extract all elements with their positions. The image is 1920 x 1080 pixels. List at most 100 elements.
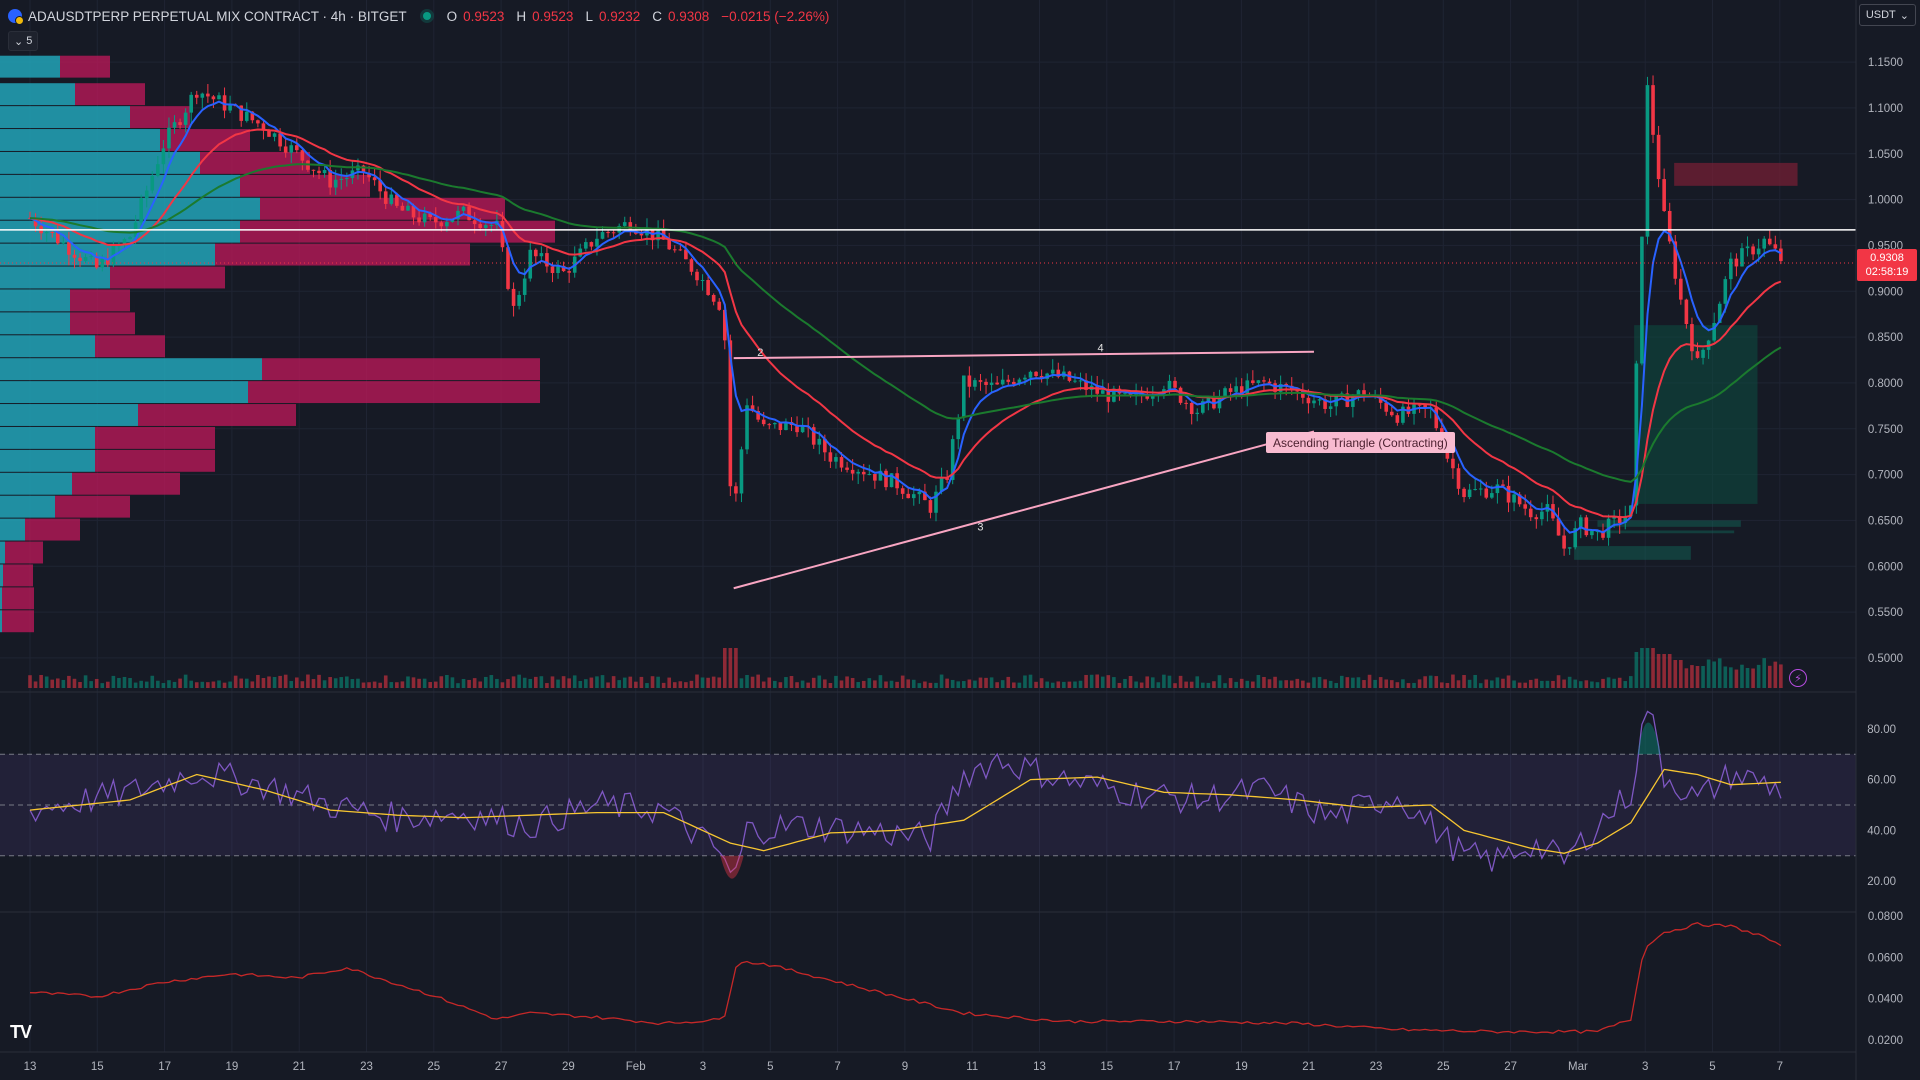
price-tick-label: 0.8500 bbox=[1868, 332, 1903, 344]
chevron-down-icon: ⌄ bbox=[14, 35, 24, 48]
profile-row-down bbox=[215, 243, 470, 266]
candle-body bbox=[139, 198, 143, 223]
candle-body bbox=[289, 145, 294, 153]
volume-bar bbox=[1623, 681, 1628, 688]
currency-selector[interactable]: USDT ⌄ bbox=[1858, 4, 1916, 26]
volume-bar bbox=[950, 679, 955, 688]
rsi-ma-line bbox=[29, 768, 1781, 854]
candle-body bbox=[1656, 134, 1661, 180]
tradingview-logo[interactable]: TV bbox=[10, 1022, 32, 1042]
candle-body bbox=[244, 111, 249, 121]
volume-bar bbox=[33, 681, 38, 688]
volume-bar bbox=[111, 675, 116, 688]
candle-body bbox=[222, 95, 227, 111]
candle-body bbox=[861, 471, 866, 475]
volume-bar bbox=[1634, 652, 1639, 688]
candle-body bbox=[1189, 402, 1194, 415]
volume-bar bbox=[1234, 681, 1238, 688]
volume-bar bbox=[989, 677, 994, 688]
volume-bar bbox=[200, 681, 205, 688]
volume-bar bbox=[600, 675, 605, 688]
volume-bar bbox=[44, 676, 49, 688]
price-tick-label: 1.0000 bbox=[1868, 195, 1903, 207]
candle-body bbox=[722, 309, 727, 341]
candle-body bbox=[1745, 246, 1750, 249]
pattern-label[interactable]: Ascending Triangle (Contracting) bbox=[1266, 432, 1455, 453]
time-tick-label: 19 bbox=[1235, 1061, 1248, 1073]
candle-body bbox=[478, 224, 483, 228]
candle-body bbox=[895, 473, 899, 489]
volume-bar bbox=[106, 681, 110, 688]
oscillator-tick-label: 0.0200 bbox=[1868, 1035, 1903, 1047]
time-tick-label: 27 bbox=[1504, 1061, 1517, 1073]
volume-bar bbox=[1440, 682, 1444, 688]
symbol-title[interactable]: ADAUSDTPERP PERPETUAL MIX CONTRACT · 4h … bbox=[28, 8, 407, 24]
candle-body bbox=[1239, 386, 1244, 396]
volume-bar bbox=[1356, 677, 1361, 688]
volume-bar bbox=[1050, 682, 1055, 688]
volume-bar bbox=[1301, 680, 1305, 688]
indicators-collapse-button[interactable]: ⌄ 5 bbox=[8, 31, 39, 51]
volume-bar bbox=[1378, 677, 1383, 688]
volume-bar bbox=[545, 683, 549, 688]
profile-row-up bbox=[0, 151, 200, 174]
volume-bar bbox=[1389, 680, 1394, 688]
volume-bar bbox=[278, 675, 282, 688]
candle-body bbox=[795, 424, 799, 433]
volume-bar bbox=[1367, 674, 1372, 688]
candle-body bbox=[995, 382, 999, 385]
volume-bar bbox=[400, 681, 405, 688]
candle-body bbox=[1701, 349, 1705, 358]
profile-row-down bbox=[55, 495, 130, 518]
candle-body bbox=[439, 222, 444, 227]
candle-body bbox=[900, 488, 905, 494]
lightning-alert-icon[interactable]: ⚡ bbox=[1789, 669, 1807, 687]
volume-bar bbox=[1178, 675, 1183, 688]
candle-body bbox=[500, 220, 505, 248]
candle-body bbox=[94, 256, 99, 268]
volume-bar bbox=[1239, 678, 1244, 688]
candle-body bbox=[656, 229, 660, 241]
volume-bar bbox=[773, 680, 777, 688]
candle-body bbox=[511, 288, 516, 306]
profile-row-down bbox=[60, 55, 110, 78]
candle-body bbox=[433, 217, 438, 223]
candle-body bbox=[672, 249, 677, 251]
volume-bar bbox=[656, 676, 660, 688]
volume-bar bbox=[389, 682, 394, 688]
volume-bar bbox=[289, 681, 294, 688]
profile-row-down bbox=[200, 151, 310, 174]
volume-bar bbox=[1150, 677, 1155, 688]
candle-body bbox=[78, 257, 82, 261]
profile-row-up bbox=[0, 426, 95, 449]
volume-bar bbox=[1384, 679, 1389, 688]
rsi-tick-label: 20.00 bbox=[1867, 876, 1896, 888]
candle-body bbox=[1167, 380, 1172, 390]
volume-bar bbox=[322, 680, 327, 688]
candle-body bbox=[1150, 395, 1155, 399]
volume-bar bbox=[28, 675, 32, 688]
volume-bar bbox=[628, 676, 633, 688]
symbol-legend[interactable]: ADAUSDTPERP PERPETUAL MIX CONTRACT · 4h … bbox=[8, 6, 835, 26]
profile-row-up bbox=[0, 266, 110, 289]
candle-body bbox=[1078, 380, 1083, 382]
axes: 1.15001.10001.05001.00000.95000.90000.85… bbox=[24, 0, 1903, 1080]
time-tick-label: 13 bbox=[24, 1061, 37, 1073]
volume-bar bbox=[1245, 680, 1250, 688]
volume-bar bbox=[667, 677, 672, 688]
candle-body bbox=[1645, 85, 1650, 237]
volume-bar bbox=[578, 681, 583, 688]
candle-body bbox=[1278, 384, 1283, 392]
candle-body bbox=[1601, 530, 1605, 538]
volume-bar bbox=[511, 676, 516, 688]
volume-bar bbox=[1423, 676, 1427, 688]
volume-bar bbox=[645, 683, 649, 688]
volume-bar bbox=[878, 675, 883, 688]
volume-bar bbox=[1506, 675, 1511, 688]
currency-label: USDT bbox=[1865, 9, 1896, 21]
volume-bar bbox=[495, 678, 499, 688]
volume-bar bbox=[522, 677, 527, 688]
volume-bar bbox=[239, 678, 244, 688]
candle-body bbox=[122, 239, 127, 246]
